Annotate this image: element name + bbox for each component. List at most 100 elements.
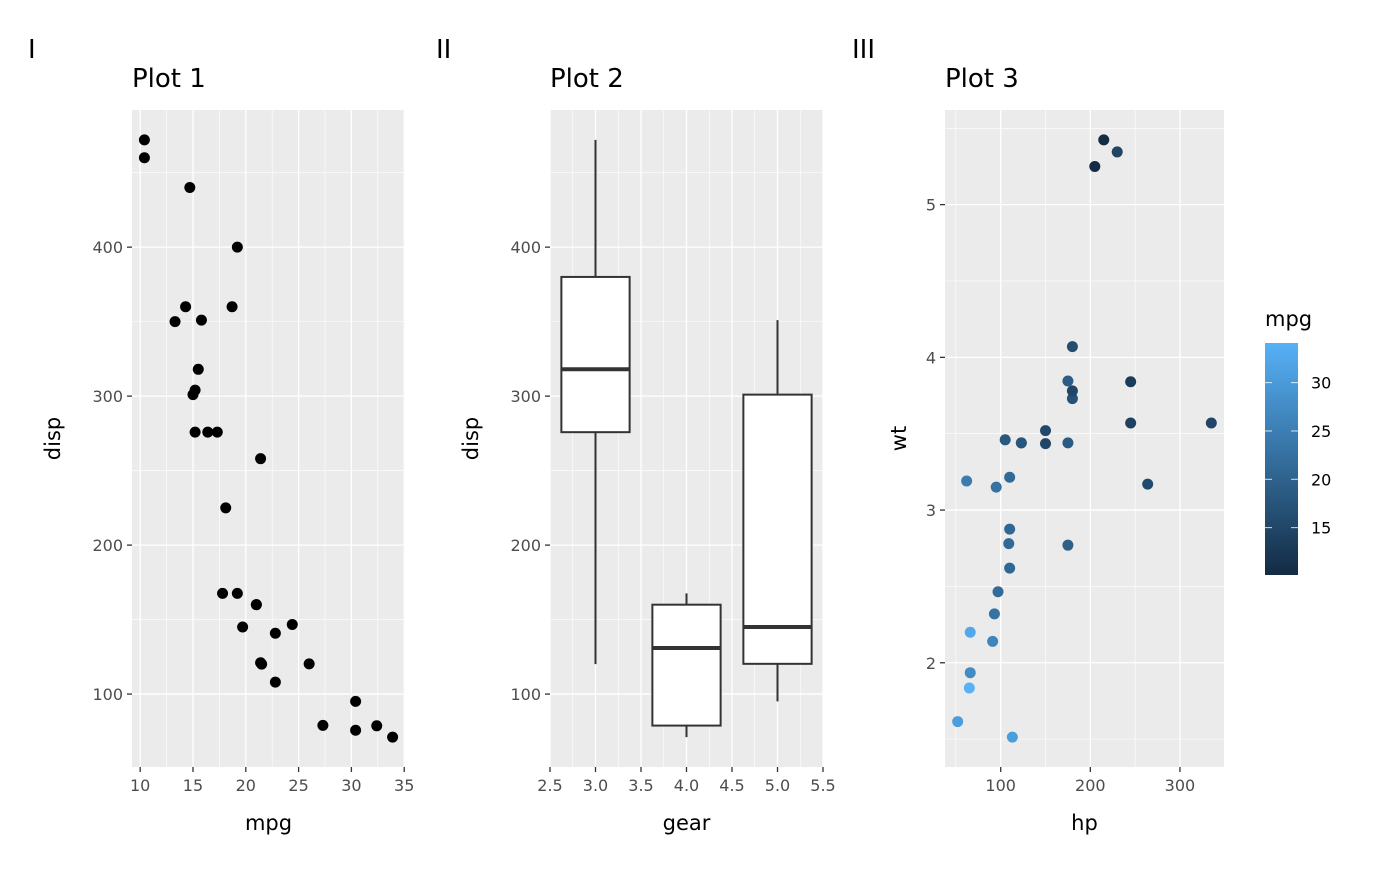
- plot-tag: II: [436, 35, 451, 65]
- data-point: [1062, 539, 1074, 551]
- data-point: [1142, 478, 1154, 490]
- x-tick-label: 4.0: [674, 776, 699, 795]
- data-point: [964, 626, 976, 638]
- data-point: [1004, 523, 1016, 535]
- data-point: [1062, 375, 1074, 387]
- y-tick-label: 3: [926, 501, 936, 520]
- y-tick-label: 5: [926, 196, 936, 215]
- data-point: [237, 621, 249, 633]
- data-point: [192, 363, 204, 375]
- panel-background: [945, 110, 1224, 767]
- data-point: [1066, 341, 1078, 353]
- data-point: [269, 676, 281, 688]
- data-point: [189, 426, 201, 438]
- data-point: [226, 301, 238, 313]
- data-point: [952, 716, 964, 728]
- data-point: [211, 426, 223, 438]
- data-point: [990, 481, 1002, 493]
- y-tick-label: 100: [92, 685, 123, 704]
- plot-title: Plot 2: [550, 64, 624, 94]
- data-point: [1004, 562, 1016, 574]
- y-tick-label: 400: [92, 238, 123, 257]
- plot-3: 100 200 300 2 3 4 5 III Plot 3 hp wt: [852, 35, 1224, 835]
- legend-tick-label: 15: [1311, 519, 1331, 538]
- colorbar: [1265, 343, 1298, 575]
- y-tick-label: 200: [92, 536, 123, 555]
- data-point: [1004, 471, 1016, 483]
- data-point: [961, 475, 973, 487]
- plot-2: 2.5 3.0 3.5 4.0 4.5 5.0 5.5 100 200 300 400 II Plot …: [436, 35, 836, 835]
- data-point: [169, 316, 181, 328]
- data-point: [1111, 146, 1123, 158]
- data-point: [1040, 425, 1052, 437]
- data-point: [1125, 376, 1137, 388]
- legend-tick-label: 25: [1311, 422, 1331, 441]
- x-tick-label: 3.0: [583, 776, 608, 795]
- x-tick-label: 30: [341, 776, 361, 795]
- y-tick-label: 300: [510, 387, 541, 406]
- data-point: [286, 619, 298, 631]
- box: [560, 275, 631, 434]
- data-point: [1066, 385, 1078, 397]
- y-axis-title: wt: [887, 426, 911, 451]
- data-point: [220, 502, 232, 514]
- x-tick-label: 10: [130, 776, 150, 795]
- x-tick-label: 3.5: [628, 776, 653, 795]
- data-point: [987, 635, 999, 647]
- x-tick-label: 20: [236, 776, 256, 795]
- x-tick-label: 4.5: [719, 776, 744, 795]
- data-point: [231, 241, 243, 253]
- y-tick-label: 100: [510, 685, 541, 704]
- data-point: [1089, 160, 1101, 172]
- data-point: [1006, 731, 1018, 743]
- x-axis-title: hp: [1071, 811, 1098, 835]
- data-point: [1003, 538, 1015, 550]
- panel-background: [132, 110, 405, 767]
- data-point: [964, 667, 976, 679]
- data-point: [963, 682, 975, 694]
- box: [742, 393, 813, 665]
- data-point: [999, 434, 1011, 446]
- data-point: [217, 587, 229, 599]
- x-tick-label: 100: [985, 776, 1016, 795]
- legend-tick-label: 20: [1311, 470, 1331, 489]
- y-tick-label: 2: [926, 654, 936, 673]
- data-point: [184, 182, 196, 194]
- x-tick-label: 35: [394, 776, 414, 795]
- x-axis-title: mpg: [245, 811, 292, 835]
- data-point: [180, 301, 192, 313]
- data-point: [1125, 417, 1137, 429]
- data-point: [303, 658, 315, 670]
- color-legend: mpg 15 20 25 30: [1265, 307, 1331, 575]
- data-point: [202, 426, 214, 438]
- data-point: [350, 724, 362, 736]
- data-point: [255, 657, 267, 669]
- data-point: [1040, 438, 1052, 450]
- x-tick-label: 25: [288, 776, 308, 795]
- data-point: [1205, 417, 1217, 429]
- data-point: [1062, 437, 1074, 449]
- plot-title: Plot 3: [945, 64, 1019, 94]
- data-point: [250, 599, 262, 611]
- x-tick-label: 200: [1075, 776, 1106, 795]
- data-point: [231, 587, 243, 599]
- data-point: [317, 719, 329, 731]
- data-point: [387, 731, 399, 743]
- plot-tag: III: [852, 35, 875, 65]
- data-point: [195, 314, 207, 326]
- box: [651, 603, 722, 727]
- data-point: [1015, 437, 1027, 449]
- x-tick-label: 2.5: [537, 776, 562, 795]
- x-tick-label: 5.0: [765, 776, 790, 795]
- boxplot: [742, 320, 813, 702]
- plot-1: 10 15 20 25 30 35 100 200 300 400 I Plot 1 mpg disp: [28, 35, 414, 835]
- data-point: [255, 453, 267, 465]
- x-tick-label: 5.5: [810, 776, 835, 795]
- y-axis-title: disp: [459, 417, 483, 460]
- plot-title: Plot 1: [132, 64, 206, 94]
- data-point: [138, 152, 150, 164]
- plot-tag: I: [28, 35, 36, 65]
- x-tick-label: 15: [183, 776, 203, 795]
- data-point: [138, 134, 150, 146]
